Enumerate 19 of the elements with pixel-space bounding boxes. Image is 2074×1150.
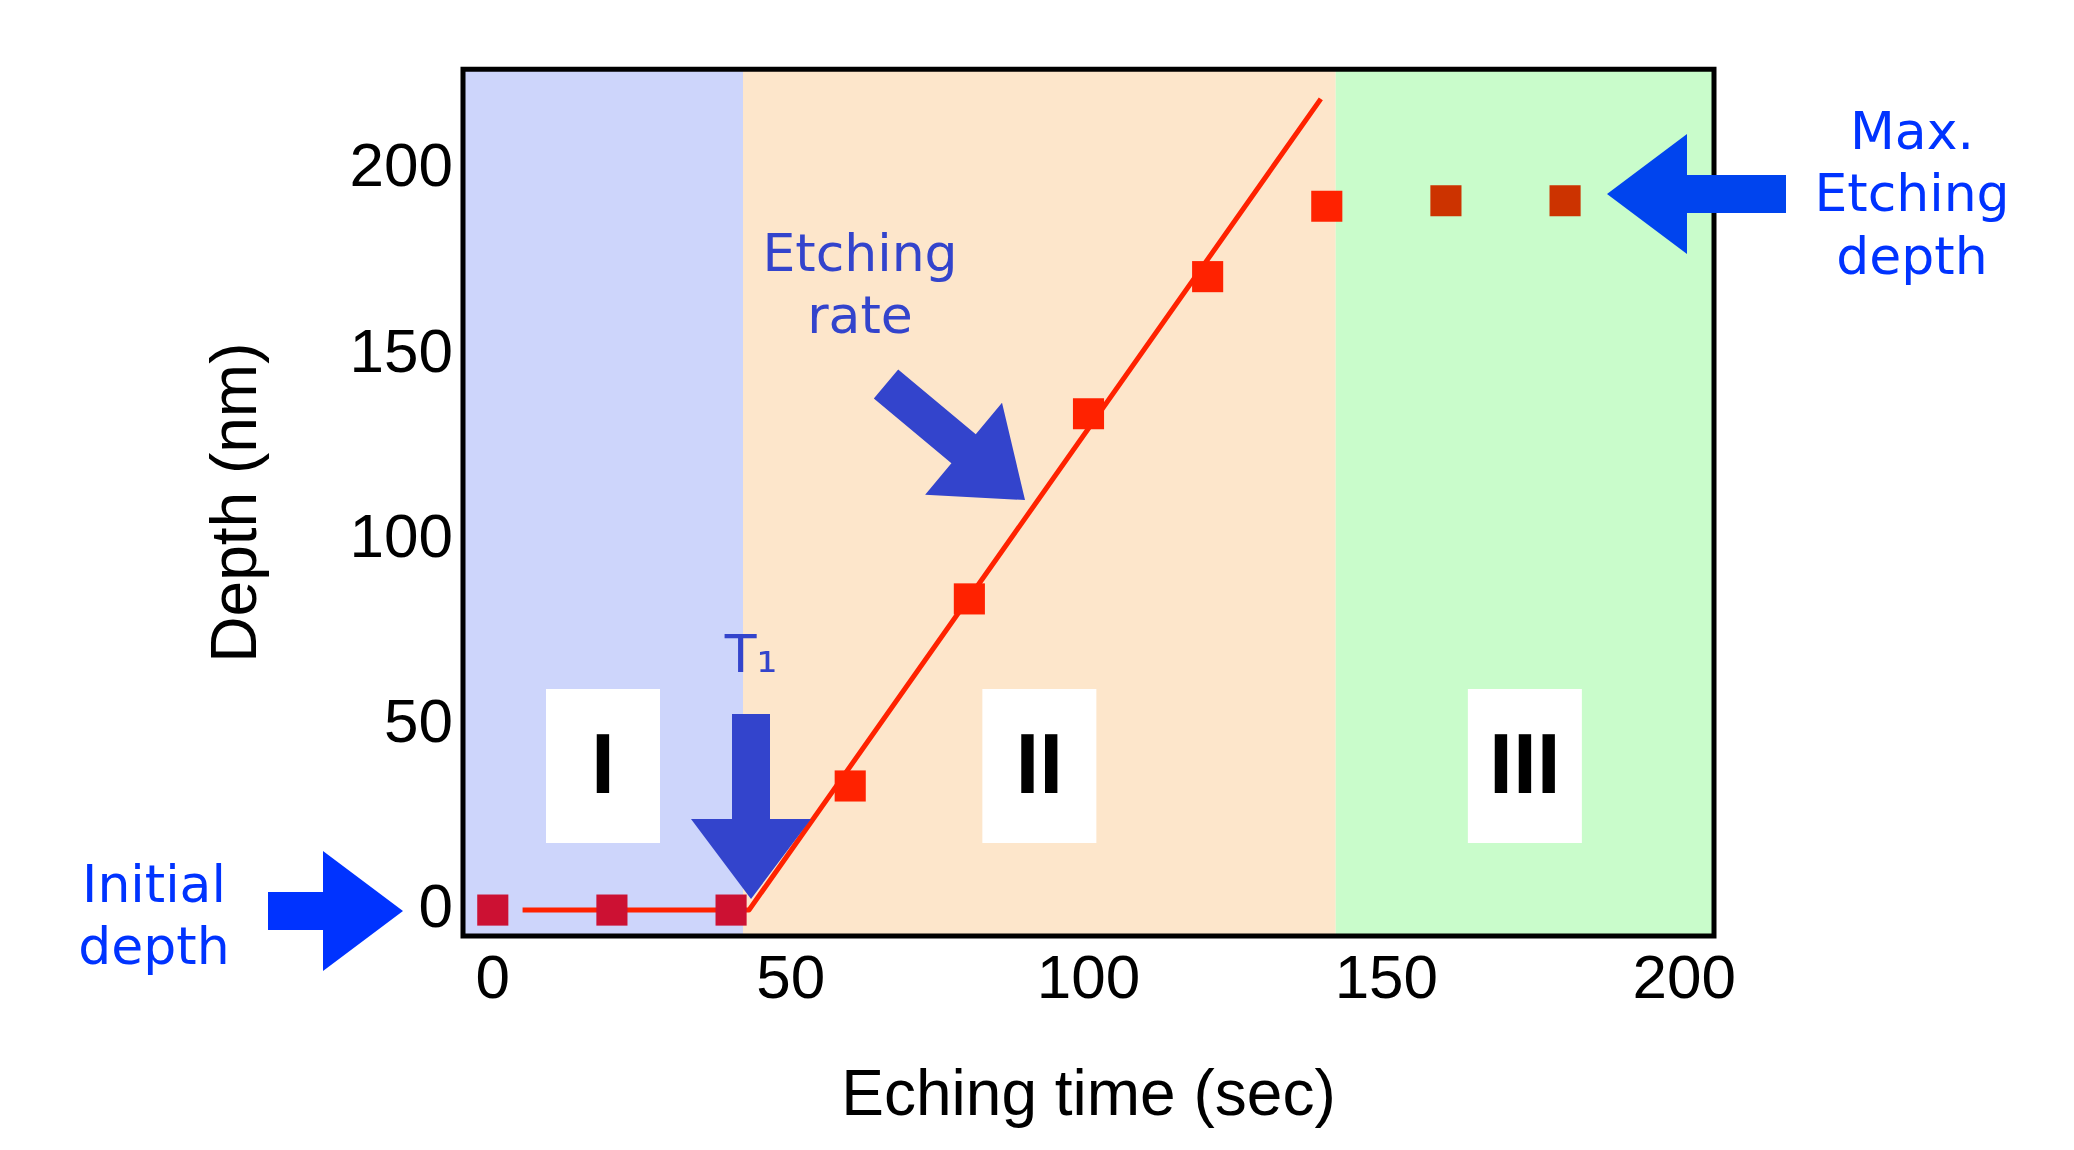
text: Initial depth [77, 852, 231, 978]
x-tick-label: 50 [756, 942, 826, 1012]
x-tick-label: 200 [1632, 942, 1736, 1012]
band-label: III [1489, 714, 1561, 811]
y-tick-label: 0 [418, 871, 453, 941]
y-tick-label: 50 [384, 685, 453, 755]
x-axis-title: Eching time (sec) [841, 1057, 1336, 1130]
y-tick-label: 150 [349, 315, 453, 385]
annotation: T₁ [723, 622, 779, 686]
x-tick-label: 150 [1334, 942, 1439, 1012]
x-tick-label: 0 [475, 942, 511, 1012]
text: Max. Etching depth [1813, 100, 2011, 288]
band-label: II [1015, 714, 1064, 811]
y-axis-title: Depth (nm) [198, 342, 271, 663]
band-label: I [591, 714, 615, 811]
y-tick-label: 200 [349, 130, 453, 200]
annotation: Etching rate [761, 221, 959, 347]
x-tick-label: 100 [1036, 942, 1141, 1012]
y-tick-label: 100 [349, 500, 453, 570]
